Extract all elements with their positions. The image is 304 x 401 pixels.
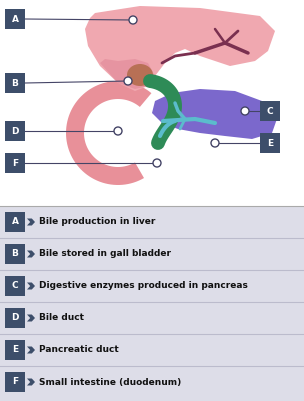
FancyBboxPatch shape xyxy=(5,121,25,141)
FancyBboxPatch shape xyxy=(5,9,25,29)
Text: Pancreatic duct: Pancreatic duct xyxy=(39,346,119,354)
Polygon shape xyxy=(27,379,35,385)
FancyBboxPatch shape xyxy=(260,101,280,121)
Text: C: C xyxy=(267,107,273,115)
Text: A: A xyxy=(12,14,19,24)
FancyBboxPatch shape xyxy=(5,212,25,232)
Polygon shape xyxy=(27,314,35,322)
FancyBboxPatch shape xyxy=(0,206,304,401)
Text: Digestive enzymes produced in pancreas: Digestive enzymes produced in pancreas xyxy=(39,282,248,290)
FancyBboxPatch shape xyxy=(5,340,25,360)
Text: A: A xyxy=(12,217,19,227)
Text: D: D xyxy=(11,314,19,322)
Circle shape xyxy=(129,16,137,24)
Text: Bile production in liver: Bile production in liver xyxy=(39,217,155,227)
FancyBboxPatch shape xyxy=(5,372,25,392)
Text: D: D xyxy=(11,126,19,136)
FancyBboxPatch shape xyxy=(5,153,25,173)
FancyBboxPatch shape xyxy=(5,276,25,296)
FancyBboxPatch shape xyxy=(5,244,25,264)
Circle shape xyxy=(153,159,161,167)
Text: Bile duct: Bile duct xyxy=(39,314,84,322)
Text: Small intestine (duodenum): Small intestine (duodenum) xyxy=(39,377,181,387)
FancyBboxPatch shape xyxy=(260,133,280,153)
FancyBboxPatch shape xyxy=(5,73,25,93)
Circle shape xyxy=(124,77,132,85)
Text: E: E xyxy=(12,346,18,354)
Ellipse shape xyxy=(127,64,153,86)
Polygon shape xyxy=(27,282,35,290)
Circle shape xyxy=(114,127,122,135)
Polygon shape xyxy=(27,219,35,225)
Text: F: F xyxy=(12,158,18,168)
Polygon shape xyxy=(27,346,35,354)
FancyBboxPatch shape xyxy=(5,308,25,328)
Text: C: C xyxy=(12,282,18,290)
Polygon shape xyxy=(27,251,35,257)
Circle shape xyxy=(241,107,249,115)
Polygon shape xyxy=(152,89,278,139)
Text: B: B xyxy=(12,249,19,259)
Polygon shape xyxy=(66,81,151,185)
Circle shape xyxy=(211,139,219,147)
Text: B: B xyxy=(12,79,19,87)
Text: E: E xyxy=(267,138,273,148)
Text: F: F xyxy=(12,377,18,387)
Polygon shape xyxy=(85,6,275,91)
Polygon shape xyxy=(100,59,155,89)
Text: Bile stored in gall bladder: Bile stored in gall bladder xyxy=(39,249,171,259)
